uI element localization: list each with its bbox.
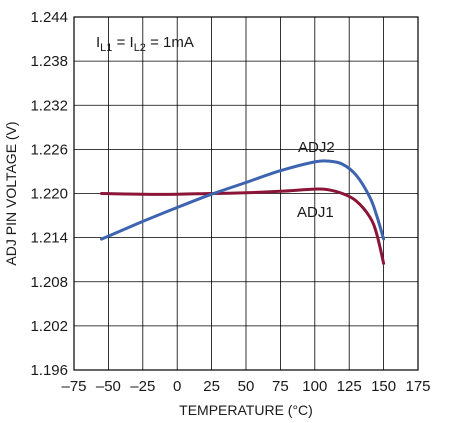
- cond-tail: = 1mA: [146, 34, 194, 51]
- cond-base: I: [96, 34, 100, 51]
- plot-frame: [73, 16, 419, 371]
- x-tick-label: 75: [272, 378, 289, 395]
- x-tick-label: 125: [337, 378, 362, 395]
- y-tick-label: 1.208: [30, 274, 68, 291]
- y-tick-labels: 1.196 1.202 1.208 1.214 1.220 1.226 1.232 1.238…: [30, 9, 68, 379]
- y-tick-label: 1.244: [30, 9, 68, 26]
- x-tick-label: 25: [203, 378, 220, 395]
- x-axis-label: TEMPERATURE (°C): [179, 402, 313, 418]
- x-tick-label: 50: [238, 378, 255, 395]
- y-tick-label: 1.232: [30, 97, 68, 114]
- test-condition-label: IL1 = IL2 = 1mA: [96, 34, 194, 54]
- series-line-adj2: [100, 159, 386, 241]
- y-axis-label: ADJ PIN VOLTAGE (V): [3, 121, 19, 265]
- y-tick-label: 1.220: [30, 186, 68, 203]
- x-tick-label: –75: [61, 378, 86, 395]
- y-tick-label: 1.214: [30, 230, 68, 247]
- y-tick-label: 1.202: [30, 318, 68, 335]
- x-tick-label: 0: [173, 378, 181, 395]
- x-tick-label: 100: [302, 378, 327, 395]
- x-tick-labels: –75 –50 –25 0 25 50 75 100 125 150 175: [61, 378, 430, 395]
- series-label-adj1: ADJ1: [297, 204, 334, 221]
- x-tick-label: 150: [371, 378, 396, 395]
- cond-sub1: L1: [100, 42, 112, 54]
- x-tick-label: 175: [405, 378, 430, 395]
- series-lines: [100, 159, 386, 265]
- y-tick-label: 1.226: [30, 141, 68, 158]
- y-tick-label: 1.238: [30, 53, 68, 70]
- x-tick-label: –50: [96, 378, 121, 395]
- y-tick-label: 1.196: [30, 362, 68, 379]
- x-tick-label: –25: [130, 378, 155, 395]
- series-line-adj1: [100, 187, 386, 265]
- cond-sub2: L2: [134, 42, 146, 54]
- cond-mid: = I: [112, 34, 133, 51]
- series-label-adj2: ADJ2: [298, 139, 335, 156]
